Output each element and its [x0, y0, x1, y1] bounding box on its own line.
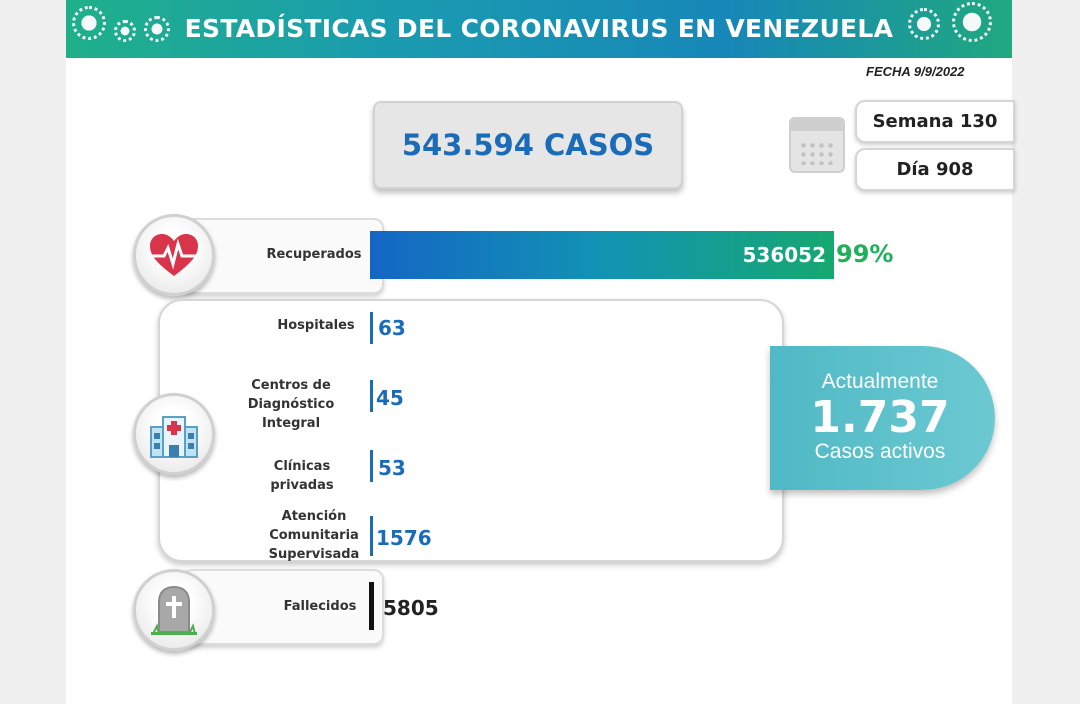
- community-care-value: 1576: [376, 526, 432, 550]
- header-banner: ESTADÍSTICAS DEL CORONAVIRUS EN VENEZUEL…: [66, 0, 1012, 58]
- deaths-bar: [369, 582, 374, 630]
- recovered-bar: 536052: [370, 231, 834, 279]
- virus-icon: [144, 16, 170, 42]
- deaths-value: 5805: [383, 596, 439, 620]
- hospitals-label: Hospitales: [277, 318, 355, 333]
- cdi-value: 45: [376, 386, 404, 410]
- community-care-label: Atención Comunitaria Supervisada: [268, 509, 360, 562]
- recovered-percent: 99%: [836, 240, 894, 268]
- total-cases-value: 543.594 CASOS: [401, 128, 655, 162]
- hospital-icon: [133, 393, 215, 475]
- virus-icon: [908, 8, 940, 40]
- recovered-label: Recuperados: [266, 247, 362, 262]
- calendar-icon: [789, 117, 845, 173]
- active-cases-caption: Actualmente: [821, 370, 939, 393]
- hospitals-value: 63: [378, 316, 406, 340]
- deaths-label: Fallecidos: [283, 599, 357, 614]
- tombstone-icon: [133, 569, 215, 651]
- heart-pulse-icon: [133, 214, 215, 296]
- week-badge: Semana 130: [855, 100, 1015, 143]
- page-title: ESTADÍSTICAS DEL CORONAVIRUS EN VENEZUEL…: [184, 14, 894, 43]
- active-cases-value: 1.737: [810, 392, 950, 443]
- virus-icon: [952, 2, 992, 42]
- day-badge: Día 908: [855, 148, 1015, 191]
- report-date: FECHA 9/9/2022: [866, 64, 965, 79]
- hospitals-bar: [370, 312, 373, 344]
- virus-icon: [114, 20, 136, 42]
- community-care-bar: [370, 516, 373, 556]
- hospitalization-panel: [158, 299, 784, 562]
- virus-icon: [72, 6, 106, 40]
- cdi-label: Centros de Diagnóstico Integral: [247, 378, 335, 431]
- private-clinics-value: 53: [378, 456, 406, 480]
- cdi-bar: [370, 380, 373, 412]
- total-cases-box: 543.594 CASOS: [373, 101, 683, 189]
- recovered-value: 536052: [742, 243, 827, 267]
- private-clinics-label: Clínicas privadas: [270, 459, 334, 493]
- active-cases-label: Casos activos: [814, 440, 946, 463]
- active-cases-tab: Actualmente 1.737 Casos activos: [770, 346, 995, 490]
- private-clinics-bar: [370, 450, 373, 482]
